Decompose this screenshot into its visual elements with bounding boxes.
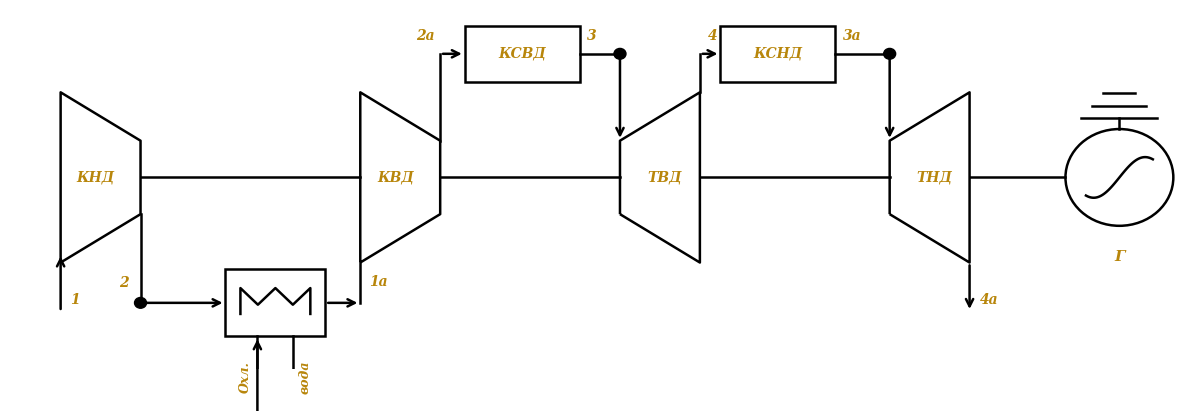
Circle shape	[883, 48, 895, 59]
Text: 3а: 3а	[842, 29, 862, 43]
Text: КВД: КВД	[377, 171, 414, 185]
Text: 2: 2	[119, 276, 128, 290]
Text: КСВД: КСВД	[498, 47, 546, 61]
Bar	[464, 26, 580, 81]
Text: 3: 3	[587, 29, 596, 43]
Text: 2а: 2а	[416, 29, 434, 43]
Text: Охл.: Охл.	[239, 361, 252, 393]
Text: 4а: 4а	[980, 293, 998, 307]
Text: ТНД: ТНД	[917, 171, 953, 185]
Text: КНД: КНД	[77, 171, 115, 185]
Bar	[720, 26, 835, 81]
Text: КСНД: КСНД	[754, 47, 803, 61]
Text: 4: 4	[708, 29, 718, 43]
Bar	[226, 269, 325, 337]
Text: вода: вода	[299, 360, 312, 393]
Circle shape	[614, 48, 626, 59]
Circle shape	[134, 298, 146, 308]
Text: ТВД: ТВД	[648, 171, 682, 185]
Text: 1: 1	[70, 293, 79, 307]
Text: Г: Г	[1114, 250, 1124, 264]
Text: 1а: 1а	[368, 275, 388, 289]
